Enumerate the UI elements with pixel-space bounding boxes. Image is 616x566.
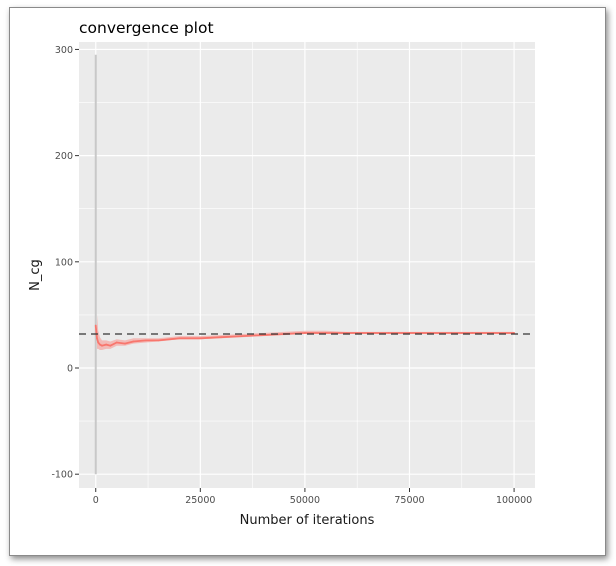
chart-frame: convergence plot 0 25000 50000 75000 100000 -… <box>9 7 606 556</box>
series-point <box>124 342 126 345</box>
x-axis-title: Number of iterations <box>240 513 375 528</box>
series-point <box>157 339 160 342</box>
series-point <box>471 332 474 334</box>
series-point <box>99 343 101 346</box>
y-tick-label: 300 <box>55 45 73 56</box>
series-point <box>199 337 202 340</box>
series-point <box>109 344 112 347</box>
y-tick-label: 100 <box>55 257 73 268</box>
series-point <box>387 332 390 334</box>
x-tick-label: 0 <box>93 495 99 506</box>
grid-minor <box>79 42 535 488</box>
series-point <box>178 337 181 340</box>
x-tick-label: 75000 <box>394 495 424 506</box>
plot-panel <box>79 42 535 488</box>
y-tick-label: 200 <box>55 151 73 162</box>
series-point <box>115 341 118 344</box>
series-point <box>241 335 244 338</box>
tick-labels: 0 25000 50000 75000 100000 -100 0 100 200 300 <box>51 45 532 506</box>
series-point <box>101 344 103 347</box>
x-tick-label: 50000 <box>290 495 320 506</box>
series-point <box>132 340 135 343</box>
series-point <box>304 332 306 334</box>
chart-title: convergence plot <box>79 19 214 37</box>
series-point <box>105 343 108 346</box>
y-tick-label: 0 <box>67 364 73 375</box>
series-point <box>220 336 223 339</box>
axis-ticks <box>75 48 515 492</box>
series-point <box>97 341 100 344</box>
x-tick-label: 25000 <box>185 495 215 506</box>
chart-svg: convergence plot 0 25000 50000 75000 100000 -… <box>28 19 535 528</box>
y-tick-label: -100 <box>51 470 73 481</box>
x-tick-label: 100000 <box>496 495 532 506</box>
series-point <box>145 339 147 342</box>
series-point <box>94 324 97 327</box>
y-axis-title: N_cg <box>28 259 43 291</box>
series-point <box>96 337 98 340</box>
